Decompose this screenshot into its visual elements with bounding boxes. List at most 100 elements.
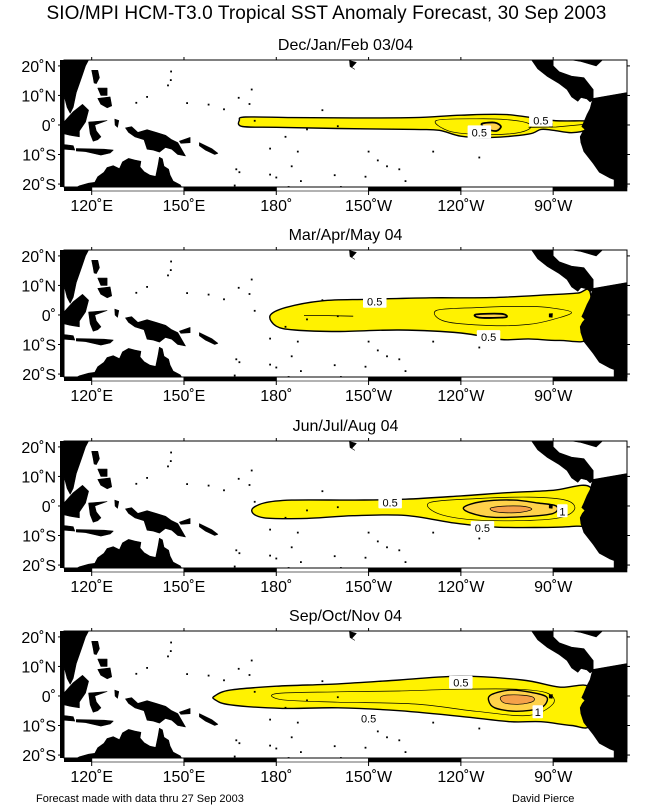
- small-island-land: [170, 260, 172, 263]
- lat-tick-label: 0˚: [42, 689, 56, 706]
- lat-tick-label: 20˚N: [21, 440, 56, 457]
- small-island-land: [170, 641, 172, 644]
- small-island-land: [233, 184, 236, 187]
- contour-line-mid: [271, 688, 555, 717]
- sulawesi-land: [88, 691, 108, 713]
- south-america-land: [579, 282, 627, 377]
- footer-forecast-note: Forecast made with data thru 27 Sep 2003: [36, 793, 244, 805]
- contour-label-bg: [363, 294, 387, 308]
- solomon-land: [199, 142, 219, 155]
- lon-tick-label: 120˚W: [437, 198, 485, 215]
- luzon-land: [91, 641, 100, 655]
- contour-label: 1: [535, 707, 541, 719]
- small-island-land: [432, 150, 435, 153]
- mindanao-land: [97, 477, 112, 490]
- small-island-land: [478, 156, 481, 159]
- lon-tick-label: 120˚W: [437, 579, 485, 596]
- visayas-land: [97, 468, 108, 477]
- map-content: [64, 631, 627, 758]
- axis-frame-segment: [552, 186, 628, 192]
- halmahera-land: [114, 308, 120, 318]
- asia-mainland-land: [64, 250, 89, 304]
- small-island-land: [364, 556, 367, 559]
- new-britain-land: [179, 327, 191, 334]
- small-island-land: [146, 286, 148, 288]
- sulawesi-land: [88, 501, 108, 523]
- axis-frame-segment: [91, 567, 185, 573]
- small-island-land: [376, 540, 379, 543]
- small-island-land: [250, 88, 253, 91]
- small-island-land: [248, 293, 251, 295]
- small-island-land: [237, 96, 240, 99]
- small-island-land: [167, 465, 169, 468]
- small-island-land: [207, 484, 210, 487]
- lat-tick-label: 20˚N: [21, 249, 56, 266]
- borneo-land: [64, 104, 89, 138]
- hawaii-land: [349, 441, 357, 451]
- small-island-land: [296, 150, 299, 153]
- contour-label-bg: [449, 675, 473, 689]
- new-britain-land: [179, 518, 191, 525]
- axis-frame-segment: [60, 250, 64, 286]
- axis-frame-segment: [368, 376, 462, 382]
- small-island-land: [321, 680, 324, 683]
- small-island-land: [398, 739, 401, 742]
- small-island-land: [269, 554, 271, 557]
- sst-anomaly-core-fill: [490, 505, 532, 513]
- small-island-land: [296, 721, 299, 724]
- galapagos-land: [548, 504, 553, 509]
- luzon-land: [91, 70, 100, 84]
- central-america-land: [531, 250, 594, 293]
- lat-tick-label: 10˚N: [21, 278, 56, 295]
- small-island-land: [238, 171, 241, 174]
- small-island-land: [235, 358, 238, 361]
- small-island-land: [300, 561, 302, 563]
- australia-land: [64, 727, 182, 758]
- lon-tick-label: 150˚E: [163, 388, 206, 405]
- small-island-land: [386, 736, 388, 739]
- new-britain-land: [179, 708, 191, 715]
- lon-tick-label: 120˚E: [70, 579, 113, 596]
- small-island-land: [284, 135, 287, 138]
- small-island-land: [306, 509, 308, 512]
- contour-label: 0.5: [367, 297, 382, 309]
- axis-frame-segment: [64, 187, 92, 191]
- lat-tick-label: 0˚: [42, 118, 56, 135]
- mindanao-land: [97, 286, 112, 299]
- small-island-land: [336, 125, 339, 128]
- small-island-land: [275, 557, 278, 560]
- small-island-land: [321, 490, 324, 493]
- lat-tick-label: 20˚S: [22, 748, 56, 765]
- contour-label: 0.5: [481, 332, 496, 344]
- small-island-land: [478, 537, 481, 540]
- lesser-sunda-land: [76, 338, 114, 346]
- small-island-land: [284, 516, 287, 519]
- small-island-land: [238, 742, 241, 745]
- lat-tick-label: 20˚S: [22, 367, 56, 384]
- contour-label-bg: [356, 711, 381, 725]
- small-island-land: [404, 370, 407, 372]
- axis-frame-segment: [60, 344, 64, 377]
- small-island-land: [248, 484, 251, 486]
- contour-label: 0.5: [453, 678, 468, 690]
- small-island-land: [238, 552, 241, 555]
- axis-frame-segment: [275, 186, 369, 192]
- panel-title-djf: Dec/Jan/Feb 03/04: [277, 37, 414, 54]
- small-island-land: [376, 159, 379, 162]
- small-island-land: [336, 506, 339, 509]
- cuba-land: [571, 441, 603, 448]
- small-island-land: [275, 747, 278, 750]
- contour-label-bg: [467, 125, 492, 139]
- small-island-land: [290, 736, 293, 739]
- lon-tick-label: 120˚W: [437, 388, 485, 405]
- map-frame: [63, 59, 628, 188]
- lon-tick-label: 90˚W: [534, 769, 573, 786]
- small-island-land: [169, 650, 172, 652]
- footer-author: David Pierce: [512, 793, 575, 805]
- new-britain-land: [179, 137, 191, 144]
- contour-label-bg: [529, 113, 553, 127]
- axis-frame-segment: [91, 757, 185, 763]
- small-island-land: [367, 150, 370, 153]
- lon-tick-label: 180˚: [260, 579, 292, 596]
- lat-tick-label: 20˚S: [22, 177, 56, 194]
